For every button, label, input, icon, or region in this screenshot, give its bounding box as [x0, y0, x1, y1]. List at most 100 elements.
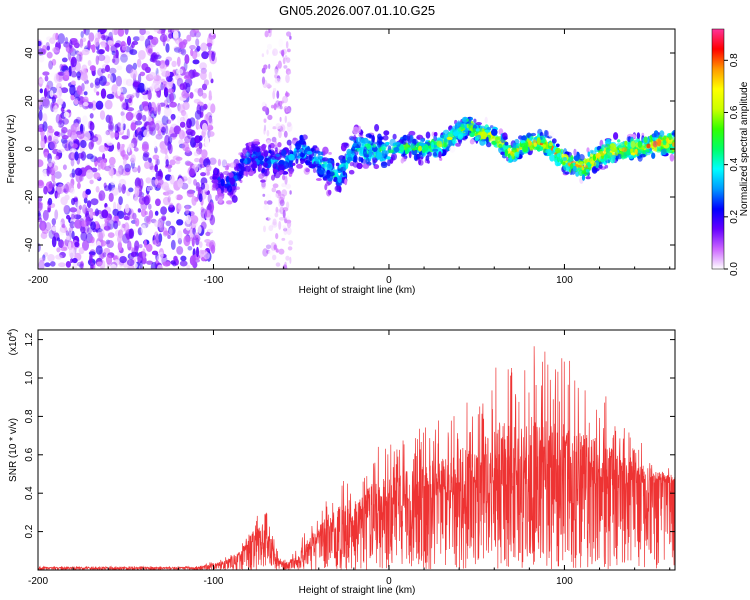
- signal-blob: [410, 143, 416, 149]
- signal-blob: [385, 150, 390, 155]
- noise-blob: [38, 243, 41, 253]
- spectrogram-x-axis-label: Height of straight line (km): [299, 285, 416, 296]
- noise-blob: [284, 107, 290, 115]
- signal-blob: [363, 146, 367, 152]
- noise-blob: [112, 208, 119, 217]
- signal-blob: [261, 168, 266, 173]
- colorbar-label: Normalized spectral amplitude: [739, 81, 750, 216]
- noise-blob: [105, 218, 109, 229]
- noise-blob: [168, 225, 176, 236]
- noise-blob: [128, 97, 133, 104]
- signal-blob: [371, 135, 375, 143]
- noise-blob: [150, 261, 158, 269]
- noise-blob: [272, 48, 278, 56]
- noise-blob: [170, 113, 176, 120]
- noise-blob: [196, 45, 201, 52]
- signal-blob: [489, 125, 494, 129]
- noise-blob: [94, 37, 100, 47]
- noise-blob: [165, 188, 172, 197]
- noise-blob: [139, 104, 144, 112]
- noise-blob: [273, 243, 278, 252]
- noise-blob: [165, 159, 169, 167]
- noise-blob: [104, 185, 110, 192]
- signal-blob: [431, 131, 435, 137]
- colorbar-gradient: [711, 28, 725, 270]
- signal-blob: [361, 137, 369, 144]
- noise-blob: [38, 40, 42, 47]
- noise-blob: [163, 107, 171, 117]
- signal-blob: [352, 126, 359, 135]
- snr-x-tick-label: 100: [556, 576, 573, 587]
- noise-blob: [272, 218, 277, 226]
- noise-blob: [125, 78, 134, 87]
- noise-blob: [101, 209, 109, 219]
- noise-blob: [267, 43, 272, 50]
- noise-blob: [54, 155, 59, 161]
- noise-blob: [144, 161, 151, 169]
- noise-blob: [286, 122, 293, 132]
- signal-blob: [356, 136, 363, 145]
- noise-blob: [115, 167, 123, 178]
- noise-blob: [117, 87, 121, 97]
- noise-blob: [177, 48, 185, 55]
- noise-blob: [161, 115, 169, 126]
- noise-blob: [126, 258, 135, 267]
- noise-blob: [82, 240, 89, 251]
- signal-blob: [401, 153, 405, 157]
- noise-blob: [272, 183, 279, 189]
- noise-blob: [272, 90, 276, 100]
- noise-blob: [56, 87, 62, 99]
- noise-blob: [111, 187, 119, 196]
- noise-blob: [277, 60, 282, 69]
- snr-x-tick-label: 0: [386, 576, 392, 587]
- signal-blob: [557, 156, 563, 161]
- noise-blob: [148, 105, 153, 117]
- noise-blob: [287, 70, 292, 75]
- noise-blob: [194, 110, 202, 120]
- snr-ticks: -200 -100 0 100 0.2 0.4 0.6 0.8 1.0 1.2: [24, 330, 675, 587]
- signal-blob: [491, 128, 498, 136]
- noise-blob: [38, 257, 46, 263]
- noise-blob: [170, 239, 176, 250]
- noise-blob: [146, 215, 152, 225]
- signal-blob: [334, 168, 339, 176]
- noise-blob: [103, 225, 111, 231]
- noise-blob: [111, 84, 119, 94]
- signal-blob: [511, 152, 515, 160]
- signal-blob: [408, 130, 416, 136]
- signal-blob: [535, 146, 541, 151]
- noise-blob: [47, 207, 51, 213]
- snr-frame: [37, 329, 676, 571]
- noise-blob: [170, 133, 178, 138]
- noise-blob: [151, 52, 157, 62]
- signal-blob: [484, 116, 488, 124]
- noise-blob: [206, 171, 211, 176]
- signal-blob: [368, 149, 373, 158]
- noise-blob: [130, 68, 138, 79]
- noise-blob: [117, 29, 125, 37]
- noise-blob: [76, 131, 85, 140]
- signal-blob: [380, 161, 388, 168]
- noise-blob: [70, 212, 77, 221]
- noise-blob: [117, 121, 125, 128]
- signal-blob: [255, 146, 261, 153]
- noise-blob: [204, 239, 211, 243]
- noise-blob: [150, 167, 156, 173]
- signal-blob: [427, 160, 430, 164]
- noise-blob: [120, 111, 125, 117]
- signal-blob: [389, 138, 397, 147]
- noise-blob: [41, 222, 45, 231]
- noise-blob: [208, 131, 215, 137]
- noise-blob: [281, 237, 286, 241]
- signal-blob: [419, 138, 425, 144]
- noise-blob: [98, 145, 107, 153]
- noise-blob: [89, 253, 93, 264]
- noise-blob: [132, 212, 137, 220]
- noise-blob: [166, 119, 172, 124]
- noise-blob: [63, 205, 71, 215]
- noise-blob: [199, 135, 203, 142]
- noise-blob: [151, 250, 159, 256]
- noise-blob: [90, 221, 96, 231]
- signal-blob: [301, 144, 307, 148]
